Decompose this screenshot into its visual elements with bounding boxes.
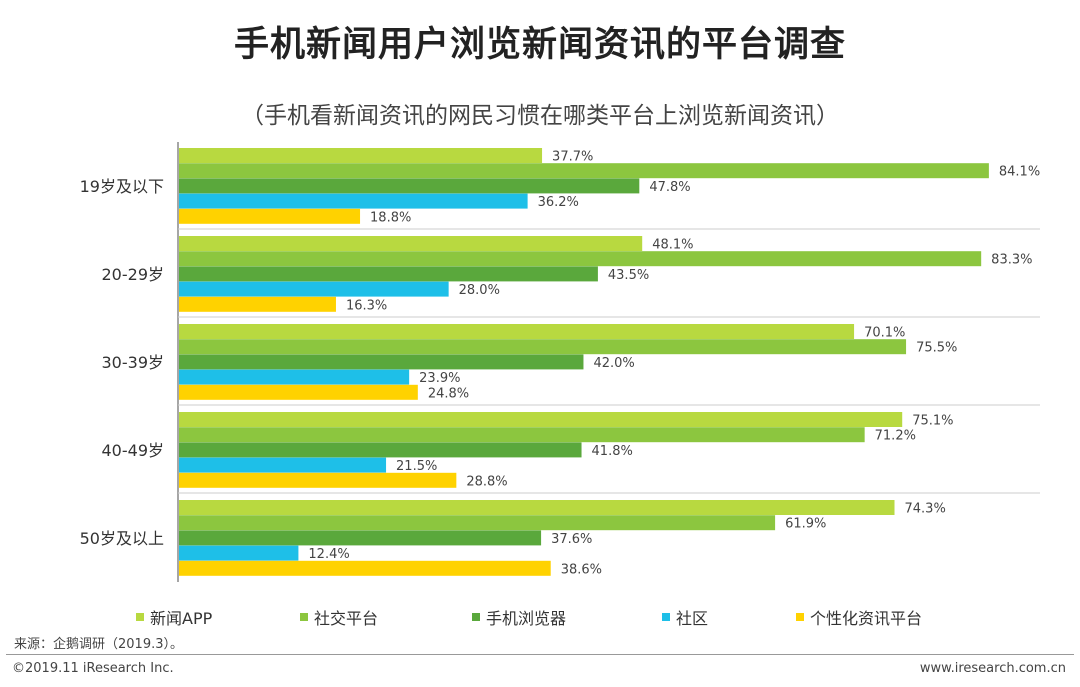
data-label: 75.1% [912, 414, 953, 429]
bar [179, 236, 643, 251]
chart-subtitle: （手机看新闻资讯的网民习惯在哪类平台上浏览新闻资讯） [241, 103, 839, 129]
legend-label: 社交平台 [314, 609, 379, 628]
legend-label: 新闻APP [150, 609, 213, 628]
data-label: 84.1% [999, 165, 1040, 180]
data-label: 43.5% [608, 268, 649, 283]
bar [179, 296, 336, 312]
data-label: 16.3% [346, 298, 387, 313]
data-label: 36.2% [538, 195, 579, 210]
bar [179, 442, 582, 458]
data-label: 37.6% [551, 532, 592, 547]
data-label: 41.8% [592, 444, 633, 459]
bar [179, 369, 410, 385]
bar [179, 339, 907, 355]
data-label: 47.8% [649, 180, 690, 195]
data-label: 28.8% [466, 474, 507, 489]
legend-swatch-social-platform [300, 613, 308, 621]
bar [179, 148, 543, 163]
data-label: 21.5% [396, 459, 437, 474]
data-label: 61.9% [785, 517, 826, 532]
bar [179, 266, 598, 282]
bar [179, 427, 865, 443]
bar [179, 500, 895, 515]
bar [179, 560, 551, 576]
data-label: 71.2% [875, 429, 916, 444]
bar [179, 530, 542, 546]
category-label: 30-39岁 [102, 353, 165, 372]
website-link[interactable]: www.iresearch.com.cn [919, 661, 1066, 676]
bar [179, 412, 903, 427]
data-label: 83.3% [991, 253, 1032, 268]
legend-item-personalized-news: 个性化资讯平台 [796, 605, 922, 629]
bar [179, 251, 982, 267]
bar [179, 545, 299, 561]
data-label: 75.5% [916, 341, 957, 356]
bar [179, 472, 457, 488]
legend-swatch-community [662, 613, 670, 621]
bar [179, 354, 584, 370]
legend-label: 个性化资讯平台 [810, 609, 923, 628]
data-label: 42.0% [593, 356, 634, 371]
data-label: 48.1% [652, 238, 693, 253]
legend-item-community: 社区 [662, 605, 708, 629]
category-label: 50岁及以上 [80, 529, 164, 548]
bar [179, 208, 361, 224]
bar [179, 515, 776, 531]
source-note: 来源：企鹅调研（2019.3）。 [14, 637, 183, 652]
bar [179, 281, 449, 297]
legend-label: 社区 [676, 609, 709, 628]
footer-divider [6, 654, 1074, 655]
legend-item-social-platform: 社交平台 [300, 605, 378, 629]
bar [179, 193, 528, 209]
category-label: 20-29岁 [102, 265, 165, 284]
bar [179, 324, 855, 339]
data-label: 70.1% [864, 326, 905, 341]
bar [179, 457, 387, 473]
data-label: 28.0% [459, 283, 500, 298]
bar-chart: 19岁及以下 37.7% 84.1% 47.8% 36.2% 18.8% 20-29岁 48.… [80, 142, 1040, 582]
data-label: 23.9% [419, 371, 460, 386]
legend-label: 手机浏览器 [486, 609, 567, 628]
data-label: 37.7% [552, 150, 593, 165]
legend-swatch-news-app [136, 613, 144, 621]
data-label: 24.8% [428, 386, 469, 401]
category-label: 19岁及以下 [80, 177, 164, 196]
data-label: 38.6% [561, 562, 602, 577]
bar [179, 178, 640, 194]
bar [179, 163, 989, 179]
legend-item-mobile-browser: 手机浏览器 [472, 605, 566, 629]
copyright-text: ©2019.11 iResearch Inc. [12, 661, 174, 676]
bar [179, 384, 418, 400]
legend-swatch-personalized-news [796, 613, 804, 621]
data-label: 12.4% [308, 547, 349, 562]
chart-title: 手机新闻用户浏览新闻资讯的平台调查 [233, 25, 846, 65]
legend-swatch-mobile-browser [472, 613, 480, 621]
data-label: 18.8% [370, 210, 411, 225]
category-label: 40-49岁 [102, 441, 165, 460]
data-label: 74.3% [905, 502, 946, 517]
chart-legend: 新闻APP 社交平台 手机浏览器 社区 个性化资讯平台 [136, 605, 1036, 629]
legend-item-news-app: 新闻APP [136, 605, 212, 629]
